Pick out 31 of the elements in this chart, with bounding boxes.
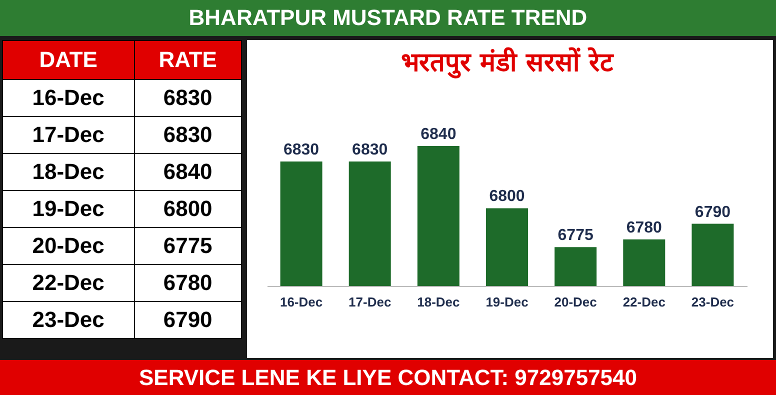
x-tick-label: 20-Dec (554, 294, 597, 310)
data-label: 6775 (558, 227, 594, 244)
category-label: 19-Dec (2, 190, 134, 228)
data-label: 6800 (134, 190, 242, 228)
data-label: 6830 (134, 80, 242, 116)
text: SERVICE LENE KE LIYE CONTACT: 9729757540 (0, 360, 776, 395)
category-label: 16-Dec (2, 80, 134, 116)
category-label: 17-Dec (2, 116, 134, 154)
data-label: 6840 (420, 126, 456, 143)
x-tick-label: 16-Dec (280, 294, 323, 310)
category-label: 20-Dec (2, 228, 134, 264)
x-tick-label: 18-Dec (417, 294, 460, 310)
x-tick-label: 19-Dec (486, 294, 528, 310)
data-label: 6840 (134, 154, 242, 190)
x-tick-label: 22-Dec (622, 294, 666, 310)
x-tick-label: 17-Dec (348, 294, 392, 310)
chart-title: भरतपुर मंडी सरसों रेट (400, 47, 614, 79)
data-label: 6790 (694, 204, 731, 221)
data-label: 6780 (134, 264, 242, 302)
category-label: 18-Dec (2, 154, 134, 190)
data-label: 6800 (489, 188, 525, 206)
data-label: 6790 (134, 302, 242, 338)
text: DATE (2, 40, 134, 80)
data-label: 6830 (134, 116, 242, 154)
data-label: 6830 (283, 142, 320, 159)
data-label: 6830 (352, 142, 388, 159)
x-tick-label: 23-Dec (691, 294, 734, 310)
text: BHARATPUR MUSTARD RATE TREND (0, 0, 776, 36)
text: RATE (134, 40, 242, 80)
data-label: 6780 (626, 219, 662, 236)
data-label: 6775 (134, 228, 242, 264)
